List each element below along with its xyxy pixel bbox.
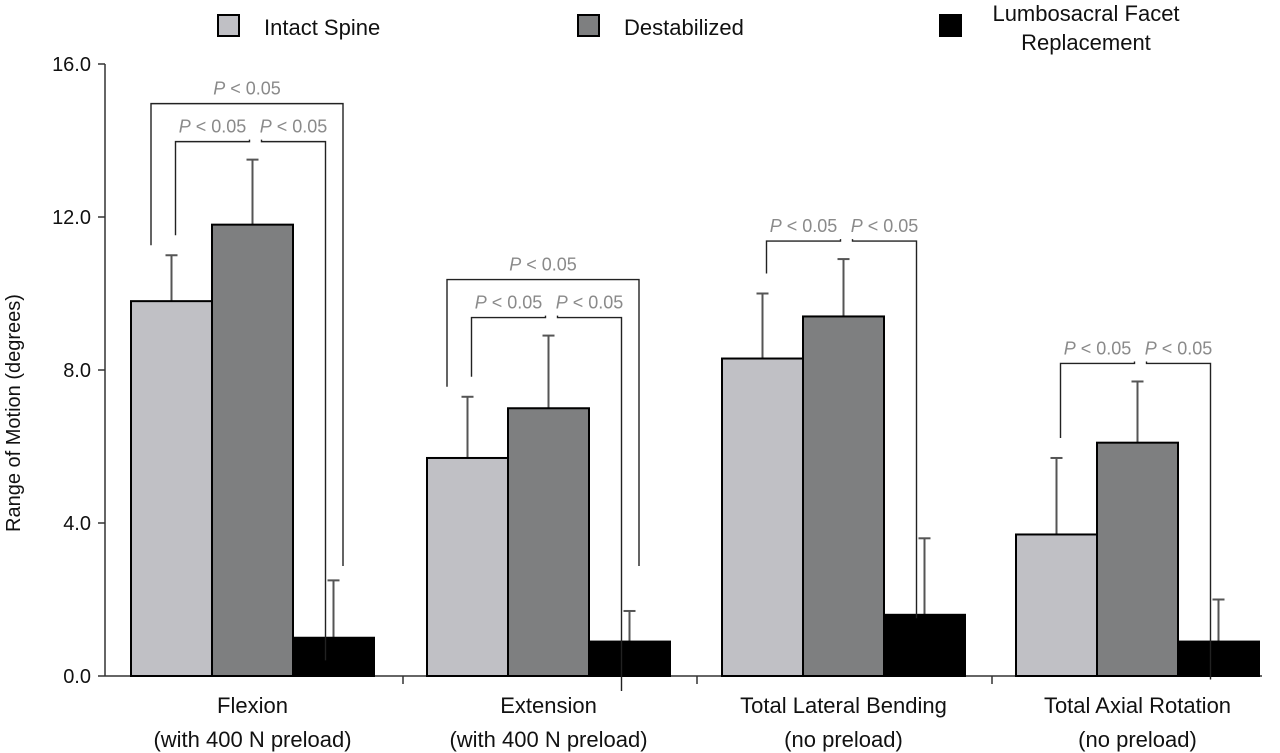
category-label: (no preload) [1078, 727, 1197, 752]
legend-swatch [577, 14, 600, 37]
y-tick-label: 8.0 [63, 360, 91, 382]
significance-bracket [1145, 361, 1212, 680]
bar [1015, 533, 1098, 677]
p-value-label: P < 0.05 [851, 216, 919, 236]
category-label: (with 400 N preload) [153, 727, 351, 752]
bar [721, 357, 804, 677]
p-value-label: P < 0.05 [475, 293, 543, 313]
legend: Intact Spine Destabilized Lumbosacral Face… [217, 1, 1180, 55]
y-tick-label: 0.0 [63, 666, 91, 688]
p-value-label: P < 0.05 [770, 216, 838, 236]
y-tick-label: 16.0 [52, 54, 91, 76]
p-value-label: P < 0.05 [556, 293, 624, 313]
p-value-label: P < 0.05 [213, 79, 281, 99]
category-label: Total Lateral Bending [740, 693, 947, 718]
p-value-label: P < 0.05 [509, 255, 577, 275]
significance-bracket [470, 315, 547, 377]
bar [1177, 640, 1260, 678]
legend-label: Intact Spine [264, 15, 380, 40]
significance-bracket [446, 278, 640, 566]
bar [883, 613, 966, 677]
y-axis: 0.0 4.0 8.0 12.0 16.0 [52, 54, 106, 688]
significance-bracket [851, 239, 918, 619]
bar [292, 636, 375, 677]
legend-swatch [217, 14, 240, 37]
category-label: (no preload) [784, 727, 903, 752]
p-value-label: P < 0.05 [1064, 338, 1132, 358]
bars [130, 158, 1260, 678]
significance-bracket [1059, 361, 1136, 438]
significance-bracket [150, 102, 344, 566]
y-tick-label: 4.0 [63, 513, 91, 535]
bar [130, 300, 213, 677]
bar [588, 640, 671, 678]
bar [1096, 441, 1179, 677]
bar [802, 315, 885, 677]
category-label: (with 400 N preload) [449, 727, 647, 752]
legend-label: Destabilized [624, 15, 744, 40]
legend-label: Lumbosacral Facet [992, 1, 1179, 26]
legend-label: Replacement [1021, 30, 1151, 55]
significance-annotations: P < 0.05 P < 0.05 P < 0.05 P < 0.05 P < 0.05… [150, 79, 1213, 691]
legend-swatch [939, 14, 962, 37]
category-label: Total Axial Rotation [1044, 693, 1231, 718]
y-axis-label: Range of Motion (degrees) [3, 294, 25, 532]
p-value-label: P < 0.05 [1145, 338, 1213, 358]
y-tick-label: 12.0 [52, 207, 91, 229]
category-label: Flexion [217, 693, 288, 718]
significance-bracket [556, 315, 623, 691]
bar [507, 407, 590, 677]
significance-bracket [765, 239, 842, 274]
p-value-label: P < 0.05 [179, 117, 247, 137]
category-label: Extension [500, 693, 597, 718]
bar [426, 456, 509, 677]
x-axis: Flexion (with 400 N preload) Extension (wit… [105, 675, 1262, 752]
significance-bracket [260, 139, 327, 661]
bar [211, 223, 294, 677]
p-value-label: P < 0.05 [260, 117, 328, 137]
significance-bracket [174, 139, 251, 236]
